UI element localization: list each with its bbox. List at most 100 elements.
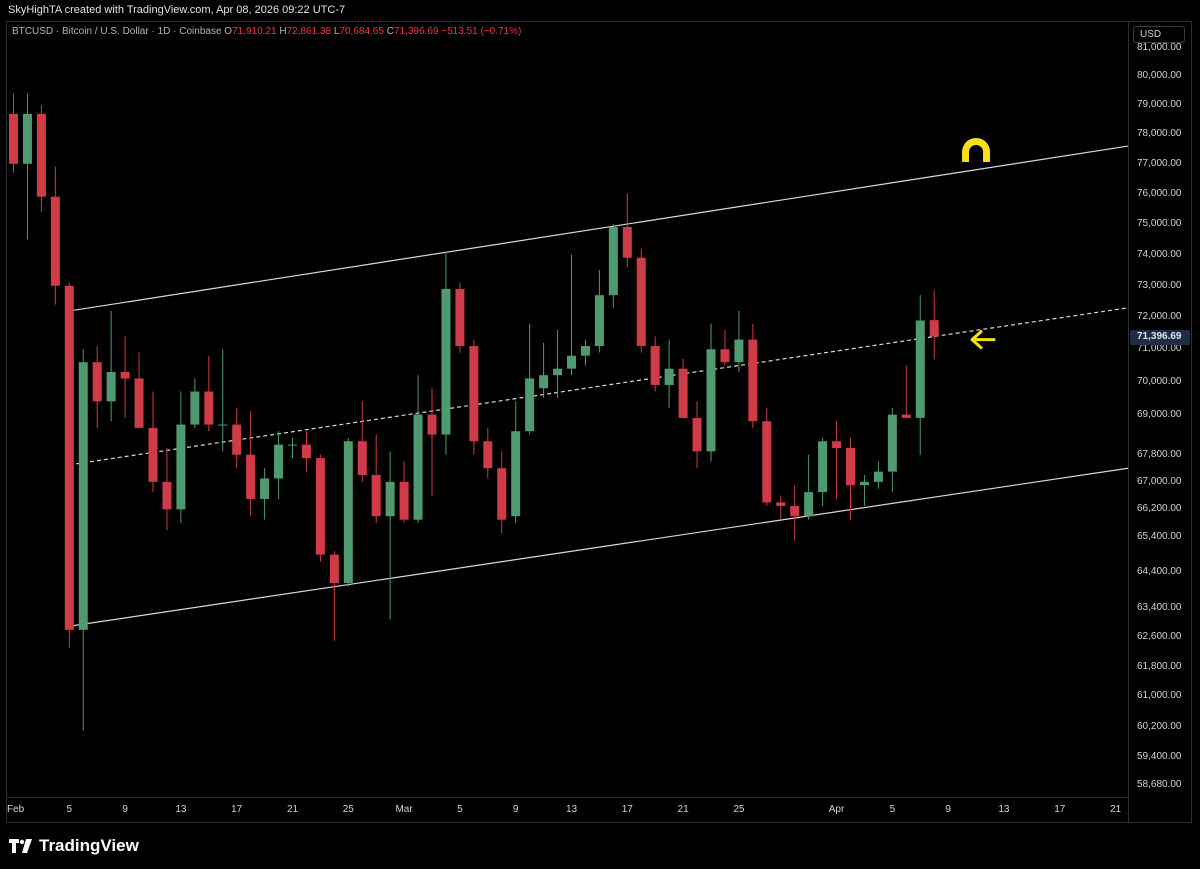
price-tick-label: 63,400.00 <box>1137 602 1182 614</box>
date-tick-label: Apr <box>828 804 845 815</box>
candle-body <box>622 227 632 258</box>
price-tick-label: 77,000.00 <box>1137 157 1182 169</box>
magnet-marker <box>962 137 991 162</box>
candle-body <box>288 444 297 446</box>
price-tick-label: 66,200.00 <box>1137 503 1182 515</box>
price-tick-label: 67,800.00 <box>1137 448 1182 460</box>
candle-body <box>469 346 479 442</box>
date-tick-label: 5 <box>457 804 463 815</box>
price-tick-label: 69,000.00 <box>1137 408 1182 420</box>
price-tick-label: 65,400.00 <box>1137 531 1182 543</box>
candle-body <box>36 113 46 197</box>
date-tick-label: 21 <box>677 804 689 815</box>
candle-body <box>260 478 270 499</box>
price-tick-label: 72,000.00 <box>1137 311 1182 323</box>
candle-body <box>929 320 939 337</box>
candle-body <box>134 378 144 428</box>
candle-body <box>511 431 521 517</box>
candle-body <box>776 502 786 506</box>
symbol-legend[interactable]: BTCUSD · Bitcoin / U.S. Dollar · 1D · Co… <box>12 26 521 37</box>
candle-body <box>636 257 646 347</box>
price-tick-label: 64,400.00 <box>1137 566 1182 578</box>
candle-body <box>873 471 883 482</box>
price-tick-label: 59,400.00 <box>1137 751 1182 763</box>
channel-mid <box>69 307 1129 466</box>
candle-body <box>859 481 869 486</box>
candle-body <box>50 196 60 286</box>
price-tick-label: 79,000.00 <box>1137 99 1182 111</box>
candle-body <box>218 424 228 426</box>
candle-body <box>539 375 549 389</box>
candle-body <box>915 320 925 418</box>
date-tick-label: 21 <box>1109 804 1122 815</box>
price-axis-separator <box>1128 22 1129 822</box>
price-tick-label: 74,000.00 <box>1137 248 1182 260</box>
candle-body <box>246 454 256 499</box>
price-tick-label: 76,000.00 <box>1137 187 1182 199</box>
candle-body <box>832 441 842 448</box>
price-tick-label: 75,000.00 <box>1137 217 1182 229</box>
candle-body <box>608 227 618 296</box>
candle-body <box>678 368 688 418</box>
price-arrow <box>970 330 996 350</box>
open-label: O <box>224 26 233 37</box>
price-tick-label: 61,000.00 <box>1137 690 1182 702</box>
brand-name: TradingView <box>39 836 139 855</box>
price-tick-label: 67,000.00 <box>1137 475 1182 487</box>
candle-body <box>455 288 465 347</box>
low-label: L <box>333 26 340 37</box>
close-label: C <box>386 26 394 37</box>
candle-body <box>567 355 576 369</box>
candle-body <box>329 554 339 584</box>
candle-body <box>78 362 88 630</box>
date-tick-label: 21 <box>286 804 299 815</box>
price-tick-label: 80,000.00 <box>1137 70 1182 82</box>
date-tick-label: 13 <box>175 804 187 815</box>
price-tick-label: 70,000.00 <box>1137 375 1182 387</box>
candle-body <box>371 475 381 517</box>
candle-body <box>64 285 74 630</box>
footer <box>0 824 1200 869</box>
candle-body <box>692 417 702 452</box>
price-tick-label: 62,600.00 <box>1137 631 1182 643</box>
candle-body <box>120 371 130 379</box>
date-tick-label: 25 <box>733 804 745 815</box>
candle-body <box>664 368 674 385</box>
candle-body <box>553 368 563 376</box>
date-tick-label: 17 <box>1054 804 1066 815</box>
tradingview-logo[interactable]: TradingView <box>9 836 139 856</box>
candle-body <box>413 414 423 520</box>
candle-body <box>357 441 367 476</box>
date-tick-label: 5 <box>889 804 896 815</box>
candle-body <box>22 113 32 164</box>
candle-body <box>399 481 409 520</box>
date-tick-label: 13 <box>565 804 578 815</box>
candle-body <box>190 391 200 425</box>
candle-body <box>525 378 535 432</box>
candle-body <box>790 505 800 517</box>
candle-body <box>274 444 284 479</box>
creator-line: SkyHighTA created with TradingView.com, … <box>8 4 346 16</box>
candle-body <box>818 441 828 493</box>
candle-body <box>343 441 353 584</box>
candle-body <box>887 414 897 472</box>
price-tick-label: 81,000.00 <box>1137 42 1182 53</box>
candle-body <box>176 424 186 510</box>
candle-body <box>204 391 214 425</box>
candle-body <box>301 444 311 459</box>
price-tick-label: 61,800.00 <box>1137 660 1182 672</box>
candle-body <box>315 458 325 555</box>
top-bar: SkyHighTA created with TradingView.com, … <box>0 0 1200 20</box>
date-tick-label: 17 <box>621 804 633 815</box>
price-tick-label: 58,680.00 <box>1137 779 1182 790</box>
candle-body <box>846 447 855 486</box>
price-tick-label: 71,000.00 <box>1137 343 1182 355</box>
candle-body <box>497 468 507 520</box>
candle-body <box>594 295 604 347</box>
date-tick-label: 9 <box>945 804 951 815</box>
candle-body <box>106 371 116 402</box>
price-tick-label: 78,000.00 <box>1137 128 1182 140</box>
currency-button[interactable]: USD <box>1133 26 1185 43</box>
candle-body <box>720 349 730 363</box>
